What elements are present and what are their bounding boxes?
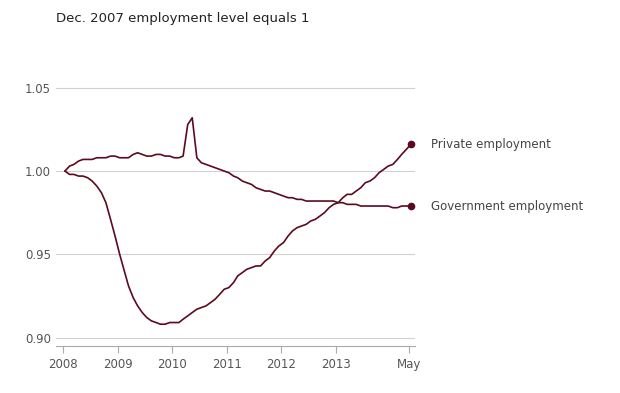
Text: Private employment: Private employment — [431, 138, 551, 151]
Text: Dec. 2007 employment level equals 1: Dec. 2007 employment level equals 1 — [56, 12, 309, 25]
Text: Government employment: Government employment — [431, 200, 583, 213]
